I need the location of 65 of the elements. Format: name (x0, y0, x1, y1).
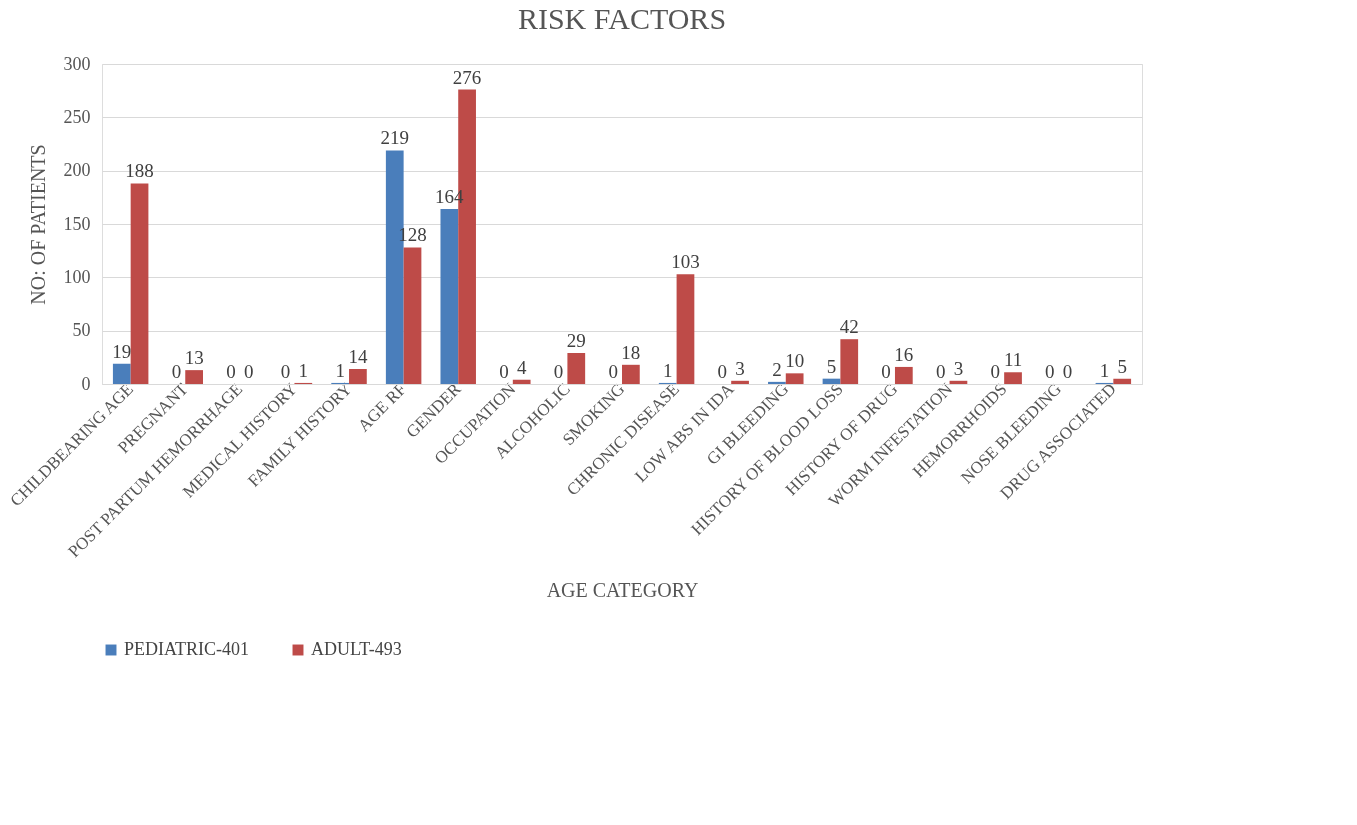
chart-title: RISK FACTORS (517, 2, 727, 35)
data-label: 5 (826, 355, 837, 377)
bar (1113, 378, 1132, 384)
y-tick-label: 250 (63, 106, 91, 127)
data-label: 0 (717, 361, 728, 382)
data-label: 0 (243, 361, 254, 382)
data-label: 1 (662, 359, 673, 381)
data-label: 5 (1117, 355, 1127, 377)
data-label: 0 (935, 361, 946, 382)
bar (785, 373, 804, 384)
data-label: 1 (1099, 359, 1110, 381)
data-label: 0 (280, 361, 291, 382)
bar (731, 380, 749, 384)
legend-label: PEDIATRIC-401 (124, 639, 249, 659)
y-axis-title: NO: OF PATIENTS (26, 144, 49, 305)
data-label: 0 (226, 361, 236, 382)
bar (676, 274, 695, 384)
bar (130, 183, 149, 384)
data-label: 13 (184, 347, 204, 369)
x-axis-title: AGE CATEGORY (546, 578, 699, 601)
data-label: 3 (953, 357, 964, 379)
bar (1004, 372, 1022, 384)
data-label: 42 (839, 316, 859, 338)
legend-label: ADULT-493 (311, 639, 402, 659)
data-label: 103 (671, 251, 700, 273)
bar (112, 363, 131, 384)
data-label: 16 (894, 343, 914, 365)
bar (349, 369, 367, 384)
data-label: 0 (608, 361, 618, 382)
y-tick-label: 150 (63, 213, 91, 234)
y-tick-label: 300 (63, 53, 91, 74)
bar (840, 339, 859, 384)
bar (894, 366, 913, 384)
data-label: 0 (1045, 361, 1055, 382)
data-label: 4 (516, 356, 527, 378)
bar (403, 247, 422, 384)
data-label: 19 (112, 340, 132, 362)
data-label: 0 (499, 361, 509, 382)
bar (622, 364, 640, 384)
data-label: 14 (348, 346, 368, 368)
bar (185, 370, 203, 384)
data-label: 2 (772, 358, 782, 380)
y-tick-label: 100 (63, 266, 91, 287)
data-label: 0 (990, 361, 1001, 382)
bar (567, 353, 586, 384)
data-label: 0 (553, 361, 564, 382)
y-tick-label: 200 (63, 160, 91, 181)
data-label: 188 (125, 160, 154, 182)
data-label: 11 (1003, 349, 1023, 371)
bar (512, 379, 531, 384)
data-label: 3 (735, 357, 745, 379)
data-label: 29 (566, 330, 586, 352)
y-tick-label: 50 (72, 320, 91, 341)
data-label: 219 (380, 127, 410, 149)
data-label: 0 (881, 361, 891, 382)
data-label: 18 (621, 341, 641, 363)
data-label: 1 (335, 359, 345, 381)
data-label: 10 (785, 350, 805, 372)
data-label: 0 (1062, 361, 1073, 382)
y-tick-label: 0 (81, 373, 91, 394)
data-label: 1 (298, 359, 309, 381)
bar (440, 209, 459, 384)
data-label: 276 (452, 66, 482, 88)
bar (768, 381, 786, 384)
data-label: 0 (171, 361, 182, 382)
